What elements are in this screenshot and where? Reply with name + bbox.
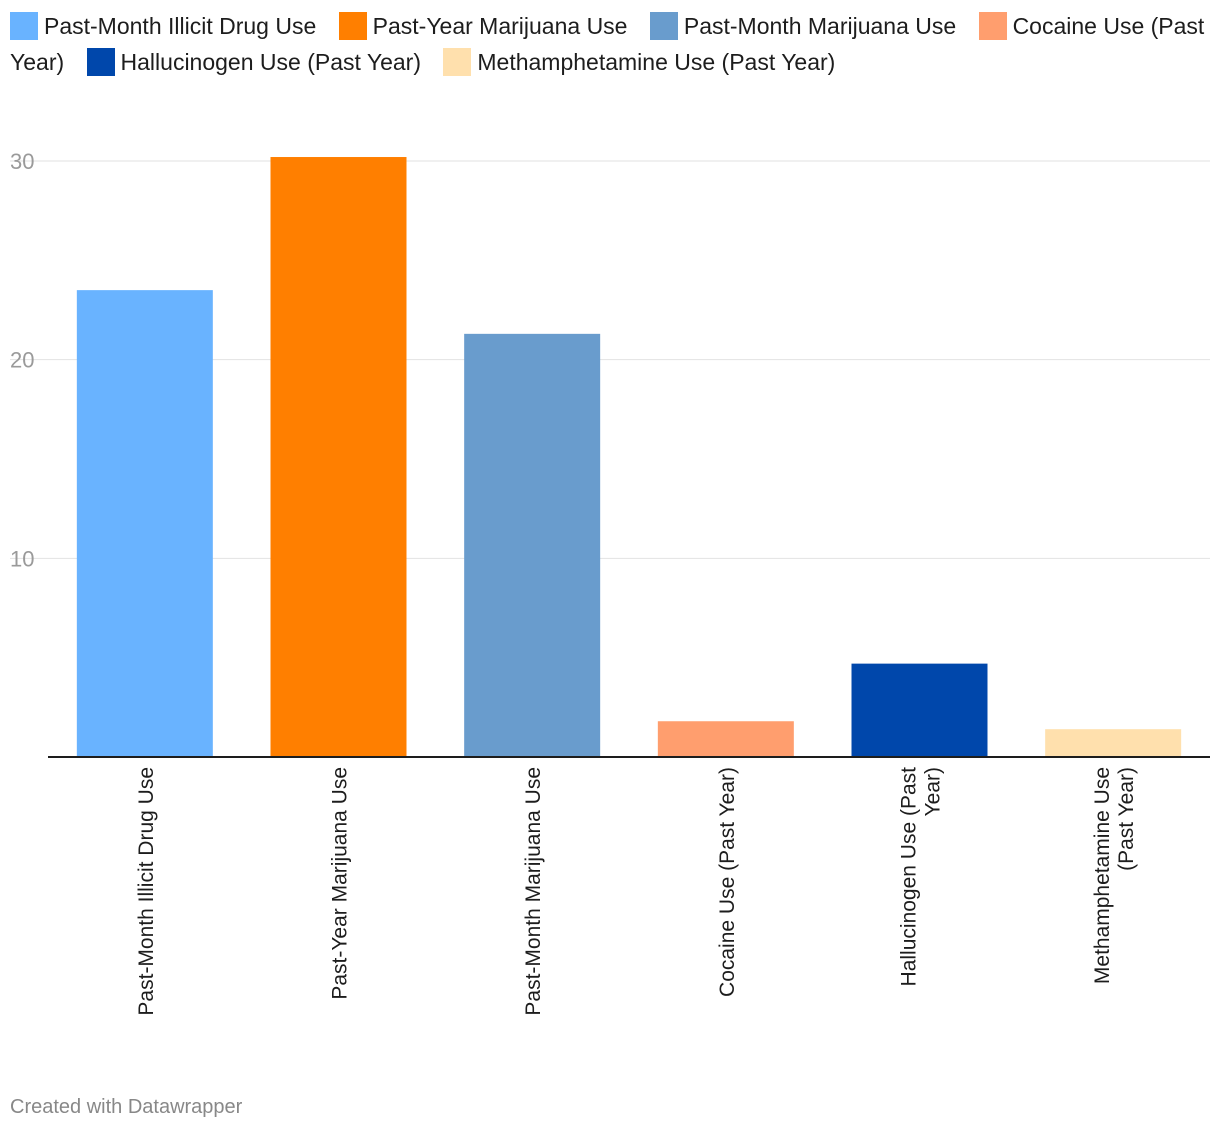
x-tick-label: Methamphetamine Use xyxy=(1091,767,1114,984)
x-tick-label: Past-Year Marijuana Use xyxy=(329,767,352,1000)
x-tick-label: Hallucinogen Use (Past xyxy=(898,767,921,987)
legend-swatch xyxy=(338,12,367,40)
legend-label: Past-Month Illicit Drug Use xyxy=(44,13,317,39)
bar xyxy=(270,157,407,757)
legend: Past-Month Illicit Drug Use Past-Year Ma… xyxy=(10,8,1210,80)
legend-item: Methamphetamine Use (Past Year) xyxy=(443,48,836,76)
legend-swatch xyxy=(86,48,115,76)
legend-label: Past-Month Marijuana Use xyxy=(683,13,957,39)
legend-label: Methamphetamine Use (Past Year) xyxy=(477,49,836,75)
legend-swatch xyxy=(443,48,472,76)
x-tick-label: (Past Year) xyxy=(1115,767,1138,871)
y-tick-label: 10 xyxy=(10,546,34,571)
bar xyxy=(464,333,601,757)
legend-item: Past-Year Marijuana Use xyxy=(338,12,628,40)
bar-chart: 10 20 30 Past-Month Illicit Drug Use Past-Ye… xyxy=(10,149,1210,1016)
x-tick-label: Year) xyxy=(922,767,945,816)
bar xyxy=(851,663,988,757)
x-tick-label: Past-Month Illicit Drug Use xyxy=(135,767,158,1016)
legend-label: Cocaine Use (Past Year) xyxy=(10,13,1205,75)
legend-item: Past-Month Illicit Drug Use xyxy=(10,12,317,40)
legend-label: Hallucinogen Use (Past Year) xyxy=(120,49,421,75)
legend-item: Hallucinogen Use (Past Year) xyxy=(86,48,421,76)
y-tick-label: 20 xyxy=(10,348,34,373)
legend-item: Past-Month Marijuana Use xyxy=(649,12,957,40)
bar xyxy=(76,290,213,757)
bar xyxy=(1045,729,1182,757)
legend-item: Cocaine Use (Past Year) xyxy=(10,12,1205,75)
x-tick-label: Cocaine Use (Past Year) xyxy=(716,767,739,997)
legend-swatch xyxy=(649,12,678,40)
x-tick-label: Past-Month Marijuana Use xyxy=(522,767,545,1016)
legend-swatch xyxy=(978,12,1007,40)
y-tick-label: 30 xyxy=(10,149,34,174)
legend-swatch xyxy=(10,12,38,40)
footer-credit: Created with Datawrapper xyxy=(10,1096,243,1118)
bar xyxy=(657,721,794,757)
legend-label: Past-Year Marijuana Use xyxy=(372,13,628,39)
